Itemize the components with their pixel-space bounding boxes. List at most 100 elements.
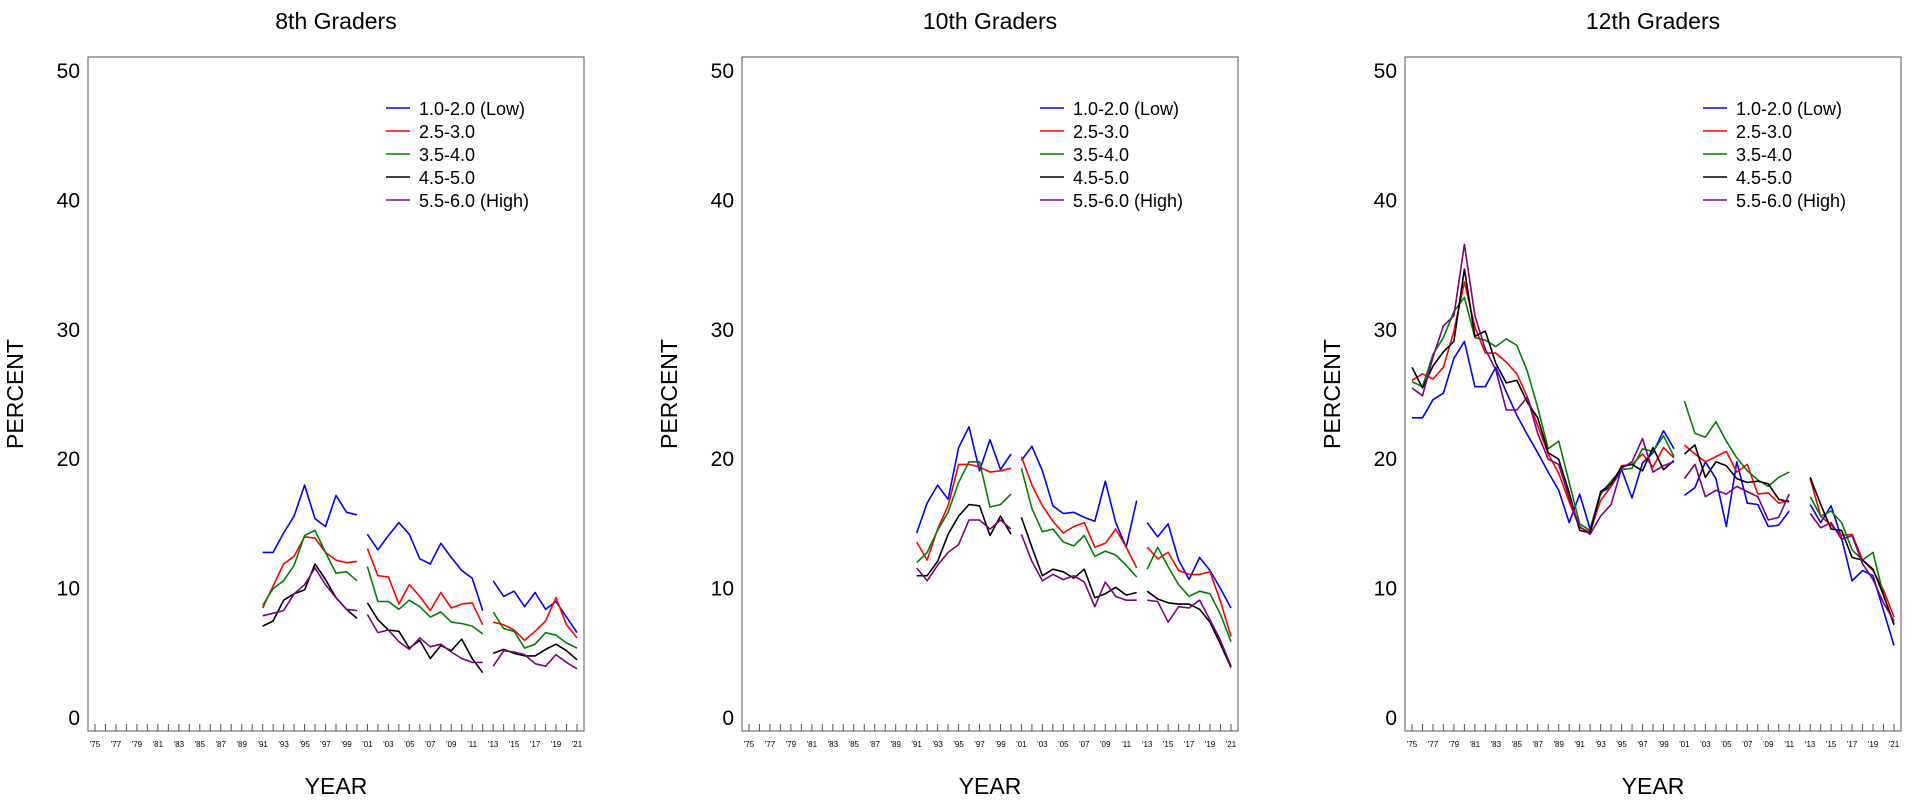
x-tick-label: '83 — [828, 740, 839, 749]
x-tick-label: '09 — [1763, 740, 1774, 749]
series-line — [1683, 463, 1790, 521]
x-tick-label: '93 — [278, 740, 289, 749]
series-line — [262, 529, 358, 606]
x-tick-label: '13 — [1142, 740, 1153, 749]
x-tick-label: '01 — [362, 740, 373, 749]
y-tick-label: 10 — [711, 578, 734, 601]
legend-label: 1.0-2.0 (Low) — [419, 99, 525, 119]
series-line — [366, 521, 484, 611]
plot-frame — [741, 56, 1239, 732]
y-tick-label: 20 — [1374, 448, 1397, 471]
x-tick-label: '83 — [1491, 740, 1502, 749]
x-tick-label: '91 — [911, 740, 922, 749]
series-line — [493, 596, 578, 642]
series-line — [1146, 546, 1232, 637]
series-line — [366, 614, 483, 664]
x-tick-label: '79 — [132, 740, 143, 749]
x-tick-label: '81 — [153, 740, 164, 749]
x-tick-label: '75 — [1407, 740, 1418, 749]
series-line — [916, 503, 1012, 577]
x-tick-label: '79 — [1449, 740, 1460, 749]
series-line — [1809, 477, 1895, 626]
y-axis-label: PERCENT — [656, 339, 682, 449]
series-line — [1020, 534, 1137, 608]
x-tick-label: '07 — [1079, 740, 1090, 749]
series-line — [1020, 517, 1137, 599]
legend-label: 3.5-4.0 — [419, 145, 475, 165]
x-tick-label: '85 — [195, 740, 206, 749]
y-tick-label: 0 — [722, 707, 734, 730]
y-tick-label: 50 — [57, 60, 80, 83]
x-tick-label: '97 — [974, 740, 985, 749]
chart-panel: 8th Graders 0 10 20 30 40 50 '75 '77 '79 '81 '83 '85… — [2, 8, 585, 799]
legend-label: 4.5-5.0 — [419, 168, 475, 188]
x-tick-label: '11 — [1121, 740, 1131, 749]
x-tick-label: '09 — [446, 740, 457, 749]
chart-title: 10th Graders — [923, 8, 1057, 34]
series-line — [916, 519, 1012, 582]
x-tick-label: '85 — [1512, 740, 1523, 749]
series-line — [1411, 268, 1675, 534]
series-line — [1683, 400, 1790, 488]
x-tick-label: '77 — [1428, 740, 1439, 749]
x-tick-label: '81 — [1470, 740, 1481, 749]
x-tick-label: '01 — [1679, 740, 1690, 749]
x-tick-label: '95 — [953, 740, 964, 749]
y-tick-label: 0 — [68, 707, 80, 730]
x-tick-label: '17 — [1184, 740, 1195, 749]
x-tick-label: '03 — [383, 740, 394, 749]
x-tick-label: '81 — [807, 740, 818, 749]
x-tick-label: '01 — [1016, 740, 1027, 749]
y-tick-label: 40 — [711, 189, 734, 212]
series-line — [916, 463, 1012, 561]
x-tick-label: '83 — [174, 740, 185, 749]
series-line — [1411, 296, 1675, 532]
x-tick-label: '77 — [765, 740, 776, 749]
x-tick-label: '87 — [1533, 740, 1544, 749]
series-line — [366, 566, 484, 635]
x-tick-label: '11 — [1784, 740, 1794, 749]
series-line — [1020, 468, 1138, 578]
series-line — [1146, 546, 1232, 642]
x-tick-label: '13 — [488, 740, 499, 749]
y-axis-label: PERCENT — [2, 339, 28, 449]
chart-title: 8th Graders — [275, 8, 396, 34]
series-line — [916, 460, 1012, 564]
legend-label: 1.0-2.0 (Low) — [1073, 99, 1179, 119]
x-tick-label: '95 — [1616, 740, 1627, 749]
x-tick-label: '99 — [995, 740, 1006, 749]
legend-label: 5.5-6.0 (High) — [419, 191, 529, 211]
series-line — [1411, 243, 1675, 536]
x-tick-label: '75 — [90, 740, 101, 749]
x-tick-label: '05 — [404, 740, 415, 749]
y-tick-label: 10 — [57, 578, 80, 601]
x-tick-label: '89 — [236, 740, 247, 749]
x-tick-label: '93 — [932, 740, 943, 749]
x-tick-label: '15 — [1163, 740, 1174, 749]
y-tick-label: 30 — [1374, 319, 1397, 342]
legend-label: 2.5-3.0 — [1736, 122, 1792, 142]
series-line — [492, 611, 578, 649]
y-tick-label: 30 — [711, 319, 734, 342]
series-line — [1412, 340, 1675, 530]
x-tick-label: '05 — [1721, 740, 1732, 749]
x-tick-label: '87 — [870, 740, 881, 749]
series-line — [1020, 445, 1138, 549]
x-tick-label: '97 — [1637, 740, 1648, 749]
series-line — [366, 602, 484, 674]
series-line — [262, 563, 358, 627]
legend-label: 5.5-6.0 (High) — [1736, 191, 1846, 211]
x-tick-label: '93 — [1595, 740, 1606, 749]
x-tick-label: '17 — [1847, 740, 1858, 749]
x-tick-label: '11 — [467, 740, 477, 749]
x-tick-label: '19 — [1205, 740, 1216, 749]
legend-label: 3.5-4.0 — [1736, 145, 1792, 165]
x-tick-label: '07 — [425, 740, 436, 749]
legend-label: 4.5-5.0 — [1736, 168, 1792, 188]
series-line — [1809, 504, 1895, 646]
x-tick-label: '89 — [890, 740, 901, 749]
x-tick-label: '13 — [1805, 740, 1816, 749]
chart-title: 12th Graders — [1586, 8, 1720, 34]
y-tick-label: 0 — [1385, 707, 1397, 730]
x-tick-label: '15 — [1826, 740, 1837, 749]
